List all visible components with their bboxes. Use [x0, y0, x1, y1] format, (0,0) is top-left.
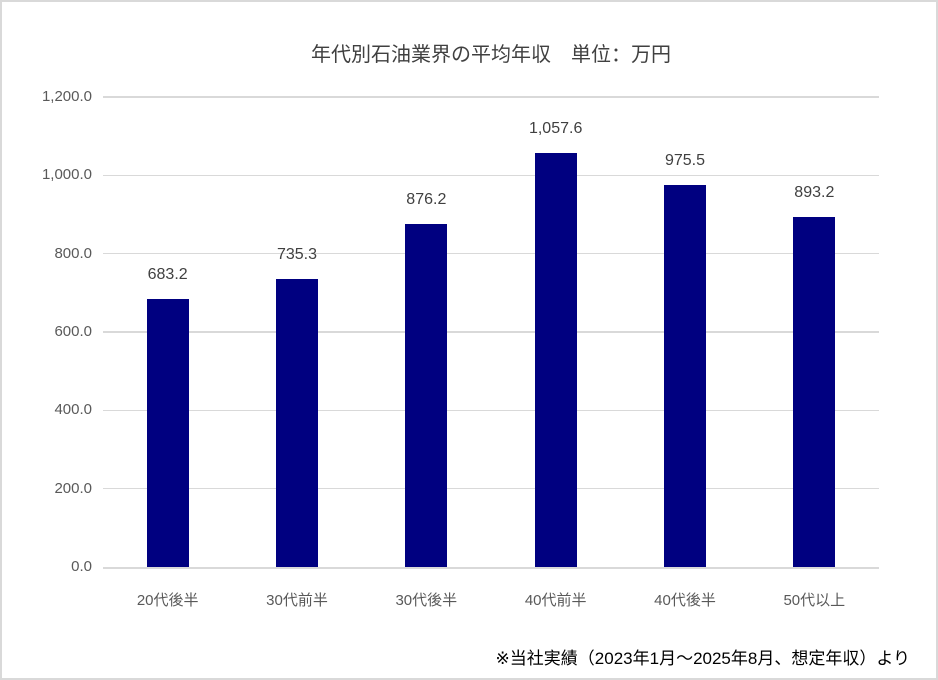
bar-4 — [534, 152, 577, 567]
y-axis-tick-label: 200.0 — [54, 479, 92, 497]
gridline-800 — [103, 252, 879, 255]
x-axis-line — [103, 566, 879, 569]
chart-title: 年代別石油業界の平均年収 単位：万円 — [311, 44, 671, 66]
data-label-3: 876.2 — [406, 190, 447, 208]
gridline-1200 — [103, 96, 879, 98]
data-label-1: 683.2 — [147, 266, 188, 284]
gridline-600 — [103, 331, 879, 333]
y-axis-tick-label: 1,000.0 — [41, 166, 92, 184]
x-axis-category-label: 20代後半 — [136, 592, 199, 609]
bar-3 — [405, 223, 448, 567]
x-axis-category-label: 40代後半 — [654, 592, 716, 609]
gridline-1000 — [103, 174, 879, 177]
data-label-4: 1,057.6 — [528, 119, 583, 137]
bar-2 — [276, 279, 318, 567]
data-label-5: 975.5 — [664, 151, 706, 169]
bar-6 — [793, 217, 836, 567]
y-axis-tick-label: 0.0 — [71, 558, 92, 575]
data-label-2: 735.3 — [276, 246, 318, 263]
y-axis-tick-label: 600.0 — [54, 323, 92, 340]
bar-1 — [146, 299, 189, 567]
y-axis-tick-label: 800.0 — [54, 244, 92, 262]
data-label-6: 893.2 — [794, 184, 835, 202]
source-note: ※当社実績（2023年1月～2025年8月、想定年収）より — [495, 649, 910, 668]
x-axis-category-label: 30代後半 — [395, 592, 458, 609]
x-axis-category-label: 40代前半 — [524, 592, 587, 609]
y-axis-tick-label: 400.0 — [54, 401, 92, 419]
bar-5 — [664, 184, 706, 567]
x-axis-category-label: 50代以上 — [783, 592, 846, 609]
x-axis-category-label: 30代前半 — [266, 592, 328, 609]
gridline-400 — [103, 409, 879, 412]
gridline-200 — [103, 487, 879, 490]
y-axis-tick-label: 1,200.0 — [41, 88, 92, 105]
